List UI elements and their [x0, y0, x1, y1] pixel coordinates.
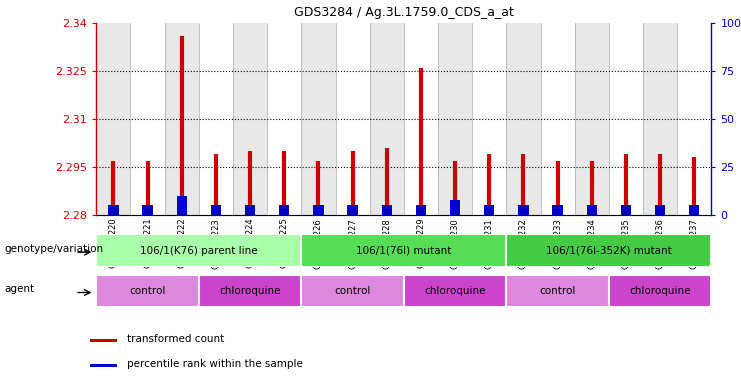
Title: GDS3284 / Ag.3L.1759.0_CDS_a_at: GDS3284 / Ag.3L.1759.0_CDS_a_at — [294, 6, 514, 19]
Text: control: control — [539, 286, 576, 296]
Text: control: control — [130, 286, 166, 296]
Bar — [90, 364, 117, 367]
Bar — [609, 23, 643, 215]
Bar — [96, 23, 130, 215]
Text: genotype/variation: genotype/variation — [5, 244, 104, 254]
Bar — [268, 23, 302, 215]
Text: 106/1(K76) parent line: 106/1(K76) parent line — [140, 245, 258, 256]
Text: transformed count: transformed count — [127, 334, 225, 344]
Bar — [210, 205, 221, 215]
Bar — [176, 196, 187, 215]
Bar — [199, 23, 233, 215]
Text: control: control — [334, 286, 370, 296]
Bar — [472, 23, 506, 215]
Bar — [506, 23, 540, 215]
Bar — [302, 234, 506, 267]
Bar — [199, 275, 302, 307]
Bar — [416, 205, 426, 215]
Text: agent: agent — [5, 284, 35, 294]
Bar — [96, 275, 199, 307]
Bar — [302, 23, 336, 215]
Bar — [279, 205, 290, 215]
Bar — [484, 205, 494, 215]
Bar — [404, 275, 506, 307]
Bar — [587, 205, 597, 215]
Bar — [382, 205, 392, 215]
Text: chloroquine: chloroquine — [219, 286, 281, 296]
Bar — [621, 205, 631, 215]
Bar — [575, 23, 609, 215]
Bar — [90, 339, 117, 343]
Bar — [313, 205, 324, 215]
Bar — [655, 205, 665, 215]
Bar — [438, 23, 472, 215]
Bar — [404, 23, 438, 215]
Text: 106/1(76I-352K) mutant: 106/1(76I-352K) mutant — [546, 245, 672, 256]
Text: percentile rank within the sample: percentile rank within the sample — [127, 359, 303, 369]
Bar — [96, 234, 302, 267]
Bar — [689, 205, 700, 215]
Bar — [348, 205, 358, 215]
Bar — [233, 23, 268, 215]
Bar — [302, 275, 404, 307]
Bar — [245, 205, 255, 215]
Bar — [518, 205, 528, 215]
Bar — [506, 275, 609, 307]
Text: chloroquine: chloroquine — [425, 286, 486, 296]
Bar — [108, 205, 119, 215]
Bar — [142, 205, 153, 215]
Bar — [609, 275, 711, 307]
Text: 106/1(76I) mutant: 106/1(76I) mutant — [356, 245, 451, 256]
Bar — [450, 200, 460, 215]
Bar — [643, 23, 677, 215]
Bar — [677, 23, 711, 215]
Bar — [506, 234, 711, 267]
Bar — [370, 23, 404, 215]
Text: chloroquine: chloroquine — [629, 286, 691, 296]
Bar — [553, 205, 562, 215]
Bar — [540, 23, 575, 215]
Bar — [336, 23, 370, 215]
Bar — [165, 23, 199, 215]
Bar — [130, 23, 165, 215]
